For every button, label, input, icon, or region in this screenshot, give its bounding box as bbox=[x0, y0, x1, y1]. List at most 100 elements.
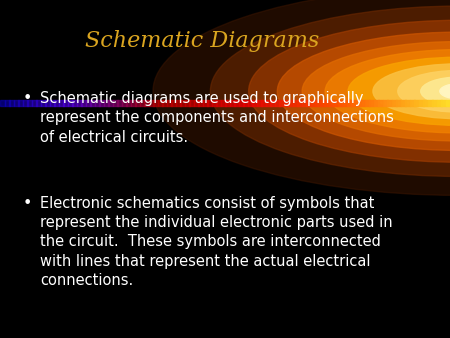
Text: Schematic Diagrams: Schematic Diagrams bbox=[86, 29, 320, 52]
Bar bbox=[36, 100, 41, 106]
Bar bbox=[198, 100, 203, 106]
Bar bbox=[32, 100, 37, 106]
Bar bbox=[176, 100, 181, 106]
Bar bbox=[194, 100, 199, 106]
Bar bbox=[9, 100, 14, 106]
Bar bbox=[76, 100, 82, 106]
Bar bbox=[130, 100, 136, 106]
Text: Electronic schematics consist of symbols that
represent the individual electroni: Electronic schematics consist of symbols… bbox=[40, 196, 393, 288]
Bar bbox=[0, 100, 5, 106]
Bar bbox=[441, 100, 446, 106]
Ellipse shape bbox=[398, 70, 450, 112]
Bar bbox=[387, 100, 392, 106]
Bar bbox=[207, 100, 212, 106]
Bar bbox=[338, 100, 343, 106]
Bar bbox=[4, 100, 10, 106]
Bar bbox=[117, 100, 122, 106]
Bar bbox=[360, 100, 365, 106]
Bar bbox=[382, 100, 388, 106]
Bar bbox=[90, 100, 95, 106]
Bar bbox=[184, 100, 190, 106]
Bar bbox=[400, 100, 406, 106]
Bar bbox=[40, 100, 46, 106]
Bar bbox=[140, 100, 145, 106]
Bar bbox=[126, 100, 131, 106]
Bar bbox=[212, 100, 217, 106]
Bar bbox=[144, 100, 149, 106]
Text: •: • bbox=[22, 196, 32, 211]
Bar bbox=[333, 100, 338, 106]
Bar bbox=[302, 100, 307, 106]
Bar bbox=[270, 100, 275, 106]
Ellipse shape bbox=[421, 77, 450, 105]
Bar bbox=[266, 100, 271, 106]
Bar bbox=[230, 100, 235, 106]
Bar bbox=[342, 100, 347, 106]
Bar bbox=[22, 100, 28, 106]
Bar bbox=[14, 100, 19, 106]
Ellipse shape bbox=[440, 84, 450, 99]
Ellipse shape bbox=[277, 32, 450, 150]
Bar bbox=[58, 100, 64, 106]
Bar bbox=[346, 100, 352, 106]
Bar bbox=[432, 100, 437, 106]
Bar bbox=[310, 100, 316, 106]
Bar bbox=[148, 100, 154, 106]
Bar bbox=[396, 100, 401, 106]
Bar bbox=[202, 100, 208, 106]
Bar bbox=[378, 100, 383, 106]
Bar bbox=[50, 100, 55, 106]
Bar bbox=[446, 100, 450, 106]
Bar bbox=[351, 100, 356, 106]
Bar bbox=[279, 100, 284, 106]
Bar bbox=[392, 100, 397, 106]
Bar bbox=[320, 100, 325, 106]
Bar bbox=[252, 100, 257, 106]
Bar bbox=[423, 100, 428, 106]
Ellipse shape bbox=[211, 6, 450, 176]
Bar bbox=[216, 100, 221, 106]
Bar bbox=[99, 100, 104, 106]
Bar bbox=[81, 100, 86, 106]
Bar bbox=[104, 100, 109, 106]
Ellipse shape bbox=[373, 64, 450, 119]
Bar bbox=[171, 100, 176, 106]
Bar bbox=[54, 100, 59, 106]
Bar bbox=[414, 100, 419, 106]
Bar bbox=[405, 100, 410, 106]
Bar bbox=[284, 100, 289, 106]
Bar bbox=[374, 100, 379, 106]
Text: •: • bbox=[22, 91, 32, 106]
Bar bbox=[369, 100, 374, 106]
Bar bbox=[324, 100, 329, 106]
Text: Schematic diagrams are used to graphically
represent the components and intercon: Schematic diagrams are used to graphical… bbox=[40, 91, 394, 145]
Bar bbox=[428, 100, 433, 106]
Bar bbox=[162, 100, 167, 106]
Bar bbox=[274, 100, 280, 106]
Bar bbox=[166, 100, 172, 106]
Bar bbox=[436, 100, 442, 106]
Bar bbox=[238, 100, 244, 106]
Bar bbox=[86, 100, 91, 106]
Bar bbox=[108, 100, 113, 106]
Bar bbox=[225, 100, 230, 106]
Bar bbox=[356, 100, 361, 106]
Bar bbox=[153, 100, 158, 106]
Bar bbox=[261, 100, 266, 106]
Bar bbox=[234, 100, 239, 106]
Bar bbox=[135, 100, 140, 106]
Bar bbox=[288, 100, 293, 106]
Ellipse shape bbox=[248, 20, 450, 162]
Bar bbox=[68, 100, 73, 106]
Bar bbox=[256, 100, 262, 106]
Bar bbox=[112, 100, 118, 106]
Bar bbox=[243, 100, 248, 106]
Bar bbox=[297, 100, 302, 106]
Bar bbox=[72, 100, 77, 106]
Ellipse shape bbox=[153, 0, 450, 195]
Ellipse shape bbox=[348, 57, 450, 125]
Bar bbox=[328, 100, 334, 106]
Bar bbox=[315, 100, 320, 106]
Bar bbox=[418, 100, 424, 106]
Bar bbox=[410, 100, 415, 106]
